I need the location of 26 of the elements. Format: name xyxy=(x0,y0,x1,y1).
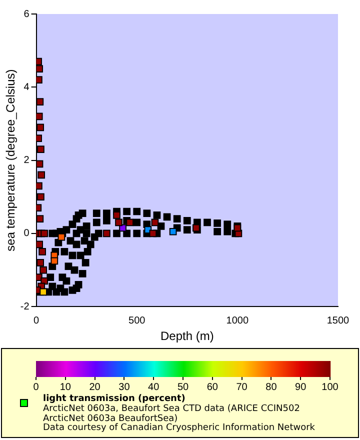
x-axis-title: Depth (m) xyxy=(160,329,214,344)
color-bar-label: 40 xyxy=(148,382,160,393)
y-tick-label: 4 xyxy=(24,82,30,93)
text: ArcticNet 0603a BeaufortSea) xyxy=(43,414,178,424)
color-bar-label: 70 xyxy=(236,382,248,393)
x-tick-label: 0 xyxy=(34,315,40,326)
color-bar-title: light transmission (percent) xyxy=(43,394,186,404)
text: ArcticNet 0603a, Beaufort Sea CTD data (ARICE CCIN502 xyxy=(43,404,301,414)
color-bar-label: 60 xyxy=(206,382,218,393)
y-tick-label: 0 xyxy=(24,228,30,240)
color-bar-label: 80 xyxy=(266,382,278,393)
color-bar-label: 0 xyxy=(33,382,40,393)
y-tick-label: 6 xyxy=(24,8,30,20)
color-bar-label: 100 xyxy=(322,382,339,393)
y-axis-title: sea temperature (degree_Celsius) xyxy=(4,69,18,252)
x-tick-label: 1500 xyxy=(326,315,350,326)
y-tick-label: -2 xyxy=(20,301,30,312)
color-bar-label: 50 xyxy=(177,382,189,393)
y-tick-label: 2 xyxy=(24,155,30,166)
color-bar-label: 20 xyxy=(89,382,101,393)
x-tick-label: 500 xyxy=(128,315,146,326)
color-bar-label: 10 xyxy=(60,382,72,393)
color-bar-label: 30 xyxy=(118,382,130,393)
x-tick-label: 1000 xyxy=(226,315,249,326)
color-bar-label: 90 xyxy=(295,382,307,393)
text: Data courtesy of Canadian Cryospheric Information Network xyxy=(43,423,316,434)
